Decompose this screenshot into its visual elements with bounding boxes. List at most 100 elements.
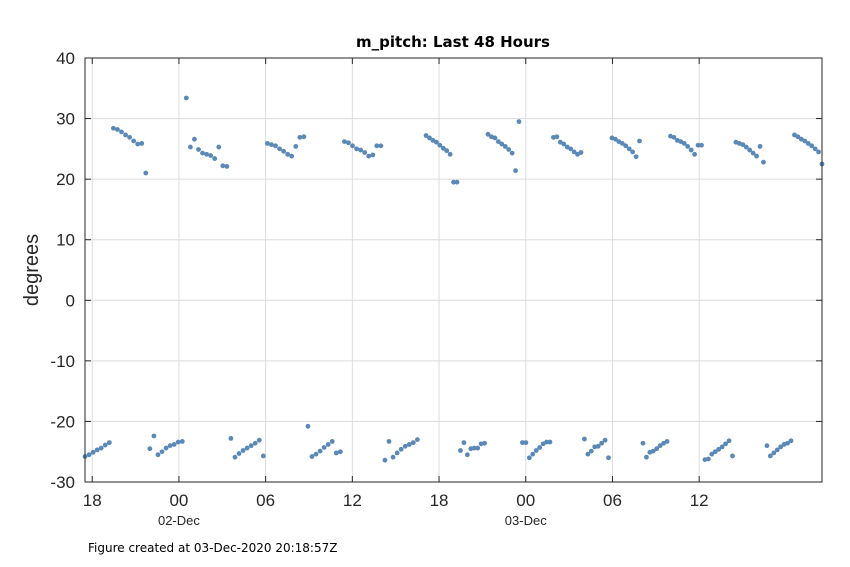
data-point [699,142,704,148]
data-point [464,452,470,458]
data-point [127,134,132,140]
data-point [654,446,660,452]
data-point [764,443,770,449]
data-point [115,127,120,132]
data-point [730,453,735,459]
data-point [530,451,536,457]
data-point [175,439,181,445]
data-point [123,132,128,138]
data-point [200,150,205,156]
data-point [390,454,396,460]
plot-area [85,58,822,482]
data-point [321,445,327,450]
data-point [475,445,481,451]
data-point [301,134,307,140]
data-point [329,439,335,444]
data-point [159,449,165,455]
data-point [313,451,319,457]
data-point [492,135,498,141]
data-point [671,134,677,140]
data-point [644,454,649,460]
data-point [688,147,694,153]
data-point [155,452,161,458]
data-point [244,445,250,451]
data-point [602,437,608,443]
x-tick-label: 06 [256,491,275,510]
data-point [771,450,777,456]
data-point [788,438,794,444]
data-point [289,153,295,159]
data-point [366,153,372,159]
data-point [626,146,632,152]
data-point [712,449,718,455]
data-point [305,423,311,429]
data-point [523,440,529,446]
data-point [378,143,384,149]
y-tick-label: 30 [56,110,75,129]
data-point [637,138,642,144]
data-point [143,170,149,176]
data-point [705,456,711,462]
data-point [179,439,185,444]
data-point [547,439,553,445]
data-point [451,179,456,185]
x-date-label: 03-Dec [505,513,547,528]
data-point [119,129,124,135]
data-point [554,134,560,140]
data-point [110,125,116,131]
x-tick-label: 12 [343,491,362,510]
data-point [216,144,222,150]
y-axis-label: degrees [21,234,43,306]
data-point [264,141,270,146]
data-point [537,445,543,450]
data-point [414,437,420,442]
x-tick-label: 18 [430,491,449,510]
data-point [726,438,732,444]
data-point [461,440,467,446]
data-point [192,136,197,142]
x-tick-label: 00 [169,491,188,510]
x-tick-label: 18 [83,491,102,510]
data-point [650,448,656,454]
data-point [208,153,214,158]
data-point [582,436,587,442]
data-point [354,146,359,152]
data-point [139,141,145,146]
data-point [196,147,201,152]
data-point [183,95,189,101]
data-point [350,143,355,149]
data-point [681,141,687,146]
data-point [613,136,618,142]
data-point [187,144,193,150]
data-point [374,143,380,149]
data-point [433,139,439,145]
x-tick-label: 06 [603,491,622,510]
data-point [394,450,400,456]
data-point [228,435,234,441]
data-point [544,439,549,445]
data-point [630,149,636,155]
data-point [333,450,339,456]
data-point [309,454,315,459]
axis-ticks: 40 30 20 10 0 -10 -20 -30 18 00 06 12 18 00 06 12 02-Dec… [50,49,822,528]
data-point [398,446,404,452]
y-tick-label: 40 [56,49,75,68]
data-point [444,148,450,154]
data-point [147,446,153,452]
data-point [440,145,446,151]
data-point [277,146,282,152]
data-point [167,443,173,449]
data-point [98,445,104,451]
data-point [606,455,611,461]
data-point [571,149,577,155]
data-point [619,141,625,146]
data-point [135,141,141,147]
data-point [236,451,242,456]
y-tick-label: 0 [66,291,75,310]
data-point [106,440,112,446]
y-tick-label: 20 [56,170,75,189]
data-point [273,143,278,149]
figure-footer: Figure created at 03-Dec-2020 20:18:57Z [88,541,338,555]
data-point [256,437,262,443]
data-point [723,441,728,447]
